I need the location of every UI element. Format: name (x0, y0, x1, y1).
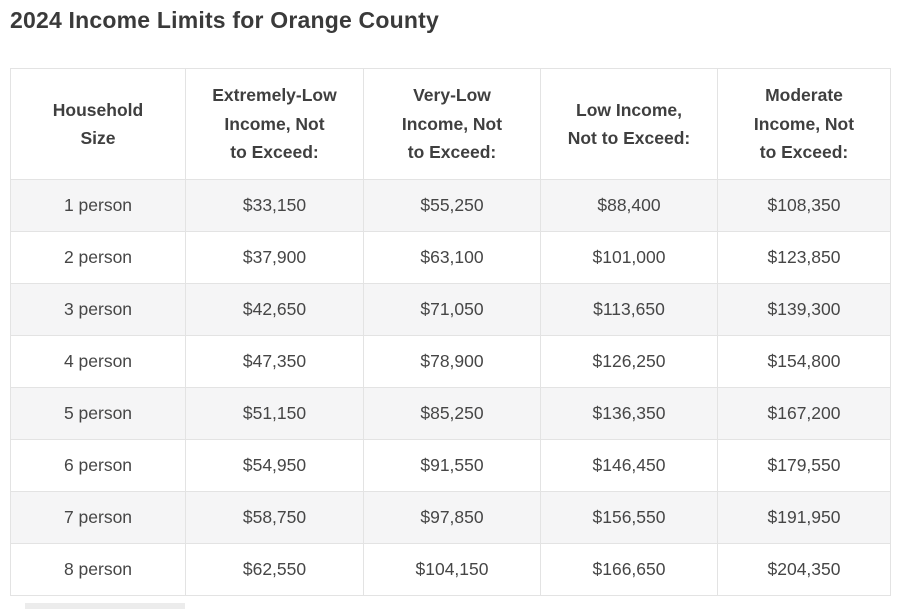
income-value-cell: $78,900 (363, 335, 541, 388)
household-size-cell: 5 person (10, 387, 186, 440)
income-value-cell: $47,350 (185, 335, 364, 388)
column-header-3: Low Income, Not to Exceed: (540, 68, 718, 180)
household-size-cell: 8 person (10, 543, 186, 596)
household-size-cell: 7 person (10, 491, 186, 544)
income-value-cell: $191,950 (717, 491, 891, 544)
household-size-cell: 4 person (10, 335, 186, 388)
income-value-cell: $167,200 (717, 387, 891, 440)
income-value-cell: $139,300 (717, 283, 891, 336)
income-value-cell: $204,350 (717, 543, 891, 596)
income-value-cell: $154,800 (717, 335, 891, 388)
income-value-cell: $146,450 (540, 439, 718, 492)
table-row: 7 person $58,750 $97,850 $156,550 $191,950 (10, 491, 891, 544)
income-value-cell: $166,650 (540, 543, 718, 596)
table-row: 1 person $33,150 $55,250 $88,400 $108,350 (10, 179, 891, 232)
income-value-cell: $54,950 (185, 439, 364, 492)
income-value-cell: $88,400 (540, 179, 718, 232)
table-row: 5 person $51,150 $85,250 $136,350 $167,200 (10, 387, 891, 440)
household-size-cell: 6 person (10, 439, 186, 492)
column-header-0: Household Size (10, 68, 186, 180)
income-value-cell: $51,150 (185, 387, 364, 440)
income-value-cell: $136,350 (540, 387, 718, 440)
income-value-cell: $156,550 (540, 491, 718, 544)
household-size-cell: 1 person (10, 179, 186, 232)
table-body: 1 person $33,150 $55,250 $88,400 $108,350 2 p… (10, 179, 891, 596)
column-header-1: Extremely-Low Income, Not to Exceed: (185, 68, 364, 180)
income-value-cell: $97,850 (363, 491, 541, 544)
table-row: 3 person $42,650 $71,050 $113,650 $139,300 (10, 283, 891, 336)
income-value-cell: $108,350 (717, 179, 891, 232)
income-value-cell: $42,650 (185, 283, 364, 336)
income-value-cell: $101,000 (540, 231, 718, 284)
table-header-row: Household Size Extremely-Low Income, Not … (10, 68, 891, 180)
column-header-2: Very-Low Income, Not to Exceed: (363, 68, 541, 180)
income-value-cell: $126,250 (540, 335, 718, 388)
table-row: 2 person $37,900 $63,100 $101,000 $123,850 (10, 231, 891, 284)
income-value-cell: $62,550 (185, 543, 364, 596)
household-size-cell: 2 person (10, 231, 186, 284)
income-value-cell: $104,150 (363, 543, 541, 596)
table-row: 8 person $62,550 $104,150 $166,650 $204,350 (10, 543, 891, 596)
income-value-cell: $85,250 (363, 387, 541, 440)
income-value-cell: $113,650 (540, 283, 718, 336)
table-row: 6 person $54,950 $91,550 $146,450 $179,550 (10, 439, 891, 492)
column-header-4: Moderate Income, Not to Exceed: (717, 68, 891, 180)
income-value-cell: $55,250 (363, 179, 541, 232)
table-header: Household Size Extremely-Low Income, Not … (10, 68, 891, 180)
income-value-cell: $179,550 (717, 439, 891, 492)
household-size-cell: 3 person (10, 283, 186, 336)
income-limits-table: Household Size Extremely-Low Income, Not … (10, 68, 891, 596)
income-value-cell: $37,900 (185, 231, 364, 284)
page-title: 2024 Income Limits for Orange County (10, 7, 439, 33)
income-value-cell: $63,100 (363, 231, 541, 284)
cutoff-element (25, 603, 185, 609)
income-value-cell: $58,750 (185, 491, 364, 544)
income-value-cell: $33,150 (185, 179, 364, 232)
income-value-cell: $91,550 (363, 439, 541, 492)
income-value-cell: $123,850 (717, 231, 891, 284)
table-row: 4 person $47,350 $78,900 $126,250 $154,800 (10, 335, 891, 388)
income-value-cell: $71,050 (363, 283, 541, 336)
